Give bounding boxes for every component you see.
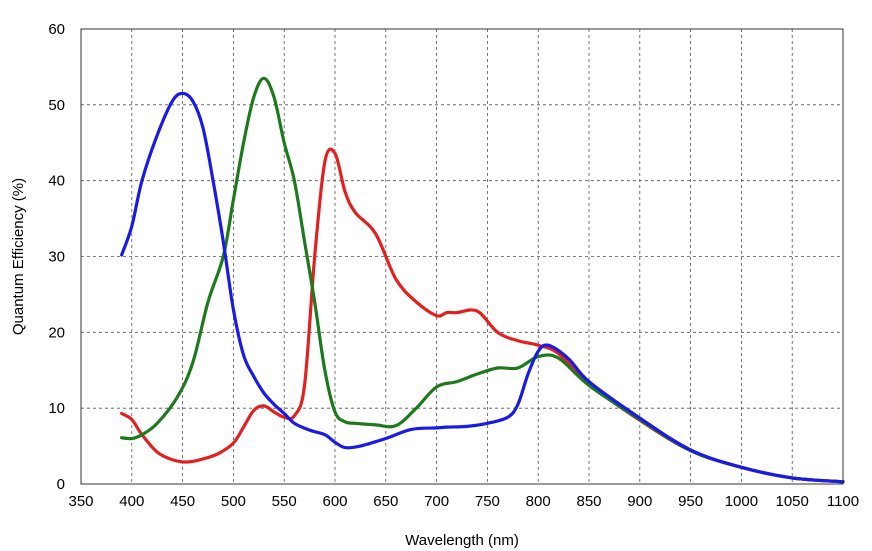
x-tick-label: 750	[475, 493, 500, 510]
x-axis-title: Wavelength (nm)	[405, 532, 519, 549]
y-tick-label: 30	[48, 249, 65, 266]
x-tick-label: 550	[272, 493, 297, 510]
x-axis-ticks: 350 400 450 500 550 600 650 700 750 800 850 900 950 1…	[68, 493, 859, 510]
x-tick-label: 350	[68, 493, 93, 510]
x-tick-label: 1100	[827, 493, 859, 510]
x-tick-label: 400	[119, 493, 144, 510]
x-tick-label: 850	[576, 493, 601, 510]
x-tick-label: 1050	[776, 493, 809, 510]
x-tick-label: 450	[170, 493, 195, 510]
x-tick-label: 600	[322, 493, 347, 510]
x-tick-label: 950	[678, 493, 703, 510]
grid	[81, 29, 843, 484]
x-tick-label: 1000	[725, 493, 758, 510]
x-tick-label: 500	[221, 493, 246, 510]
y-axis-title: Quantum Efficiency (%)	[10, 178, 27, 335]
y-tick-label: 40	[48, 173, 65, 190]
y-tick-label: 0	[57, 476, 65, 493]
y-tick-label: 50	[48, 97, 65, 114]
plot-area-frame	[80, 28, 844, 485]
x-tick-label: 800	[526, 493, 551, 510]
y-tick-label: 10	[48, 400, 65, 417]
green-series-line	[120, 76, 845, 484]
x-tick-label: 700	[424, 493, 449, 510]
y-tick-label: 20	[48, 324, 65, 341]
blue-series-line	[120, 91, 845, 484]
plot-series	[120, 76, 845, 484]
x-tick-label: 900	[627, 493, 652, 510]
red-series-line	[120, 147, 845, 484]
y-axis-ticks: 0 10 20 30 40 50 60	[48, 21, 65, 493]
x-tick-label: 650	[373, 493, 398, 510]
y-tick-label: 60	[48, 21, 65, 38]
